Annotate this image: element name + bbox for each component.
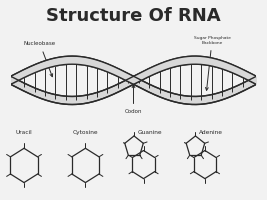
Text: Sugar Phosphate
Backbone: Sugar Phosphate Backbone — [194, 36, 230, 90]
Text: Guanine: Guanine — [137, 130, 162, 135]
Text: Uracil: Uracil — [16, 130, 32, 135]
Text: Cytosine: Cytosine — [73, 130, 98, 135]
Text: Adenine: Adenine — [199, 130, 223, 135]
Text: Structure Of RNA: Structure Of RNA — [46, 7, 221, 25]
Text: Nucleobase: Nucleobase — [24, 41, 56, 77]
Text: Codon: Codon — [125, 85, 142, 114]
